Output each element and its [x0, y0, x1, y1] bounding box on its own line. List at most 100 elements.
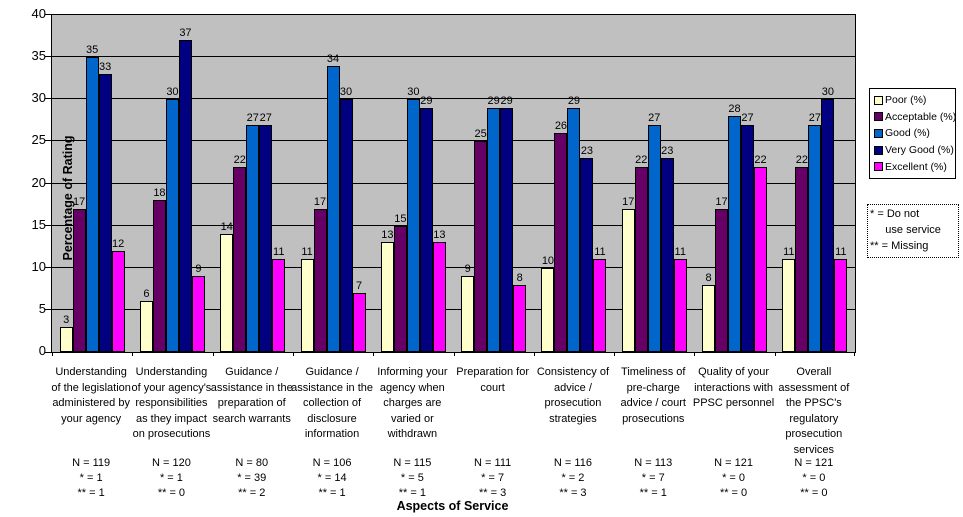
- y-tick-mark: [45, 182, 51, 184]
- legend-entry: Excellent (%): [874, 161, 955, 173]
- y-tick-mark: [45, 98, 51, 100]
- category-label: Timeliness of pre-charge advice / court …: [620, 366, 686, 425]
- bar: [165, 99, 179, 352]
- legend-swatch-icon: [874, 128, 883, 138]
- bar-value-label: 29: [420, 94, 433, 107]
- bar-value-label: 30: [166, 86, 179, 99]
- x-tick-mark: [614, 352, 615, 356]
- bar-value-label: 12: [112, 237, 125, 250]
- bar-value-label: 11: [674, 246, 686, 259]
- bar-value-label: 22: [635, 153, 648, 166]
- bar-value-label: 30: [821, 86, 834, 99]
- y-tick-label: 5: [38, 300, 46, 316]
- bar-value-label: 33: [99, 60, 112, 73]
- category-label: Informing your agency when charges are v…: [377, 366, 448, 440]
- bar-value-label: 17: [73, 195, 86, 208]
- category-label: Understanding of the legislation adminis…: [51, 366, 131, 425]
- bar-value-label: 30: [407, 86, 420, 99]
- bar-value-label: 17: [715, 195, 728, 208]
- category-footnote: N = 106 * = 14 ** = 1: [312, 457, 352, 499]
- legend-swatch-icon: [874, 162, 883, 172]
- bar-value-label: 13: [381, 229, 394, 242]
- bar: [795, 166, 809, 352]
- gridline: [52, 308, 855, 310]
- bar: [702, 284, 716, 352]
- y-tick-label: 20: [31, 174, 46, 190]
- bar: [634, 166, 648, 352]
- y-tick-label: 30: [31, 90, 46, 106]
- bar: [673, 259, 687, 352]
- bar-value-label: 9: [195, 263, 202, 276]
- legend: Poor (%) Acceptable (%) Good (%) Very Good …: [869, 88, 956, 179]
- category-footnote: N = 111 * = 7 ** = 3: [474, 457, 512, 499]
- legend-entry: Poor (%): [874, 94, 955, 106]
- bar: [272, 259, 286, 352]
- legend-label: Good (%): [885, 127, 930, 140]
- x-tick-mark: [52, 352, 53, 356]
- bar-value-label: 34: [326, 52, 340, 65]
- category-footnote: N = 115 * = 5 ** = 1: [393, 457, 432, 499]
- bar-value-label: 14: [220, 221, 233, 234]
- bar-value-label: 29: [500, 94, 513, 107]
- legend-label: Acceptable (%): [885, 110, 957, 123]
- gridline: [52, 266, 855, 268]
- bar: [621, 208, 635, 352]
- bar: [152, 200, 166, 352]
- bar: [754, 166, 768, 352]
- y-tick-mark: [45, 308, 51, 310]
- bar: [580, 158, 594, 352]
- y-tick-label: 40: [31, 6, 46, 21]
- legend-swatch-icon: [874, 112, 883, 122]
- bar: [246, 124, 260, 352]
- bar: [500, 107, 514, 352]
- bar: [111, 250, 125, 352]
- bar: [85, 57, 99, 352]
- x-axis-title: Aspects of Service: [396, 499, 509, 513]
- y-tick-mark: [45, 224, 51, 226]
- x-tick-mark: [132, 352, 133, 356]
- y-tick-label: 0: [38, 343, 46, 358]
- bar: [59, 326, 73, 352]
- category-footnote: N = 121 * = 0 ** = 0: [714, 457, 753, 499]
- bar: [393, 225, 407, 352]
- bar: [782, 259, 796, 352]
- bar: [139, 301, 153, 352]
- y-tick-mark: [45, 14, 51, 15]
- legend-label: Excellent (%): [885, 160, 947, 173]
- bar: [419, 107, 433, 352]
- bar: [233, 166, 247, 352]
- bar-value-label: 30: [339, 86, 353, 99]
- bar-value-label: 27: [808, 111, 821, 124]
- gridline: [52, 224, 855, 226]
- bar-value-label: 26: [554, 119, 568, 132]
- bar: [541, 267, 555, 352]
- legend-swatch-icon: [874, 95, 883, 105]
- bar-value-label: 25: [474, 128, 487, 141]
- bar: [647, 124, 661, 352]
- x-tick-mark: [694, 352, 695, 356]
- bar: [741, 124, 755, 352]
- bar-value-label: 15: [394, 212, 407, 225]
- x-tick-mark: [775, 352, 776, 356]
- bar-value-label: 27: [259, 111, 272, 124]
- bar: [191, 276, 205, 352]
- bar-value-label: 27: [246, 111, 259, 124]
- bar: [567, 107, 581, 352]
- bar: [300, 259, 314, 352]
- bar-value-label: 13: [433, 229, 446, 242]
- bar: [554, 132, 568, 352]
- plot-area: Percentage of Rating 3 6 14 11 13 9 10 17 8 11 17 1…: [45, 14, 856, 356]
- bar-value-label: 11: [835, 246, 847, 259]
- y-tick-mark: [45, 352, 51, 353]
- category-footnote: N = 113 * = 7 ** = 1: [634, 457, 673, 499]
- gridline: [52, 14, 855, 15]
- bar: [474, 141, 488, 352]
- bar: [406, 99, 420, 352]
- gridline: [52, 140, 855, 142]
- bar: [72, 208, 86, 352]
- legend-label: Very Good (%): [885, 144, 954, 157]
- bar-value-label: 7: [355, 280, 363, 293]
- category-label: Guidance / assistance in the collection …: [291, 366, 374, 440]
- category-footnote: N = 116 * = 2 ** = 3: [553, 457, 592, 499]
- bar-value-label: 11: [273, 246, 285, 259]
